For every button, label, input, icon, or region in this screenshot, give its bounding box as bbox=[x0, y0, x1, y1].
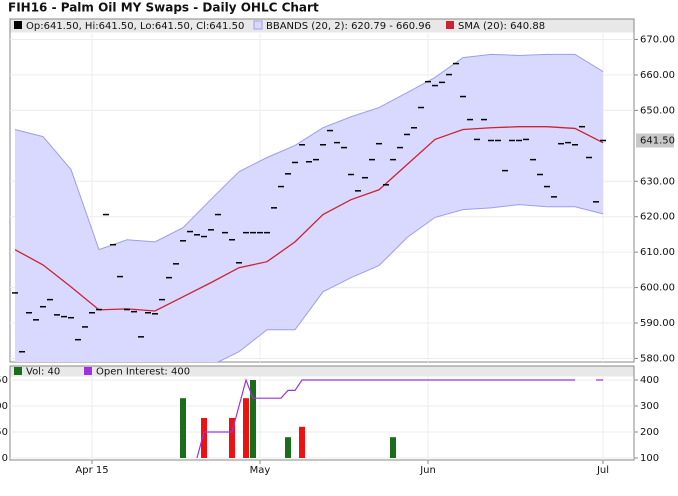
volume-bar bbox=[390, 437, 396, 458]
legend-entry: Vol: 40 bbox=[26, 367, 60, 378]
y-tick-label: 610.00 bbox=[640, 247, 675, 258]
legend-entry: Open Interest: 400 bbox=[96, 367, 190, 378]
volume-plot bbox=[10, 376, 634, 460]
legend-strip bbox=[10, 366, 634, 377]
legend-entry: Op:641.50, Hi:641.50, Lo:641.50, Cl:641.… bbox=[26, 21, 244, 32]
x-tick-label: Apr 15 bbox=[75, 465, 108, 476]
volume-bar bbox=[201, 417, 207, 458]
y2-tick-label: 100 bbox=[640, 453, 659, 464]
y-tick-label: 660.00 bbox=[640, 70, 675, 81]
volume-bar bbox=[250, 380, 256, 458]
x-tick-label: Jul bbox=[596, 465, 609, 476]
volume-bar bbox=[243, 398, 249, 458]
band-fill bbox=[15, 54, 603, 362]
price-plot bbox=[10, 33, 634, 362]
legend-entry: BBANDS (20, 2): 620.79 - 660.96 bbox=[266, 21, 431, 32]
y2-tick-label: 400 bbox=[640, 375, 659, 386]
volume-tick-label: 150 bbox=[0, 375, 8, 386]
y2-tick-label: 300 bbox=[640, 401, 659, 412]
y-tick-label: 630.00 bbox=[640, 176, 675, 187]
band-lower bbox=[217, 204, 604, 362]
x-tick-label: Jun bbox=[419, 465, 436, 476]
y-tick-label: 600.00 bbox=[640, 283, 675, 294]
volume-tick-label: 100 bbox=[0, 401, 8, 412]
legend-swatch bbox=[253, 20, 263, 30]
last-value-label: 641.50 bbox=[640, 135, 675, 146]
open-interest-line bbox=[196, 378, 603, 459]
sma-line bbox=[14, 126, 604, 312]
legend-swatch bbox=[446, 21, 454, 29]
volume-bar bbox=[229, 417, 235, 458]
legend-swatch bbox=[84, 367, 92, 375]
y-tick-label: 620.00 bbox=[640, 212, 675, 223]
last-value-box bbox=[636, 133, 674, 148]
volume-tick-label: 0 bbox=[2, 453, 8, 464]
y-tick-label: 590.00 bbox=[640, 318, 675, 329]
y-tick-label: 650.00 bbox=[640, 105, 675, 116]
volume-bar bbox=[180, 398, 186, 458]
y-tick-label: 580.00 bbox=[640, 353, 675, 364]
y-tick-label: 670.00 bbox=[640, 34, 675, 45]
chart-title: FIH16 - Palm Oil MY Swaps - Daily OHLC C… bbox=[8, 1, 319, 15]
volume-bar bbox=[299, 426, 305, 458]
volume-bar bbox=[285, 437, 291, 458]
volume-tick-label: 50 bbox=[0, 427, 8, 438]
legend-swatch bbox=[14, 367, 22, 375]
legend-entry: SMA (20): 640.88 bbox=[458, 21, 545, 32]
x-tick-label: May bbox=[250, 465, 271, 476]
volume-panel bbox=[9, 365, 635, 461]
y2-tick-label: 200 bbox=[640, 427, 659, 438]
legend-strip bbox=[10, 19, 634, 33]
legend-swatch bbox=[14, 21, 22, 29]
